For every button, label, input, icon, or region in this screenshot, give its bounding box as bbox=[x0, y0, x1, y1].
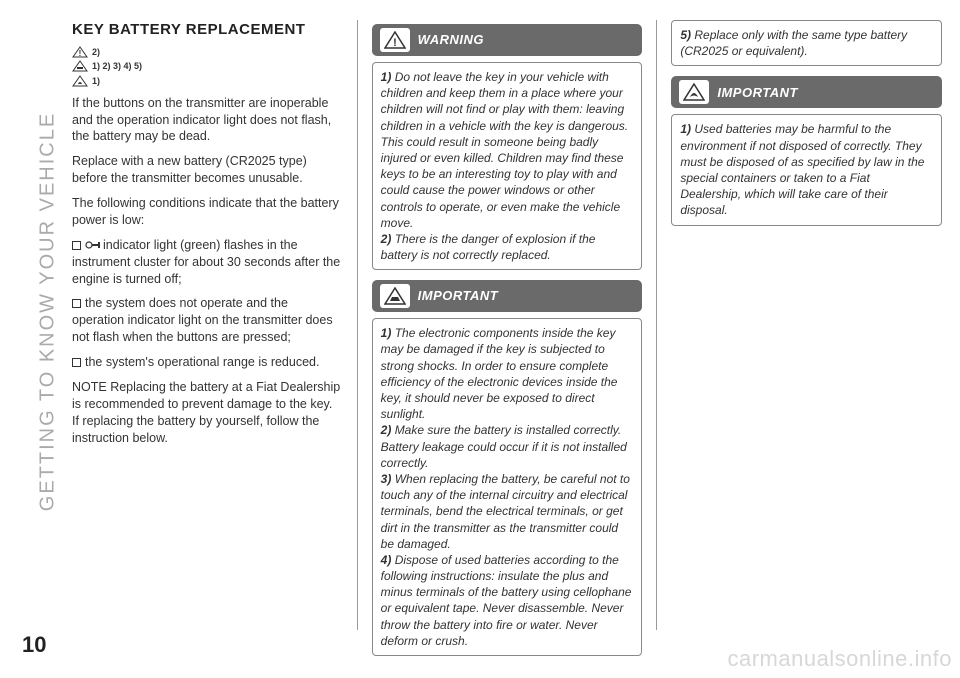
warning-callout-header: ! WARNING bbox=[372, 24, 643, 56]
manual-page: GETTING TO KNOW YOUR VEHICLE 10 KEY BATT… bbox=[0, 0, 960, 678]
page-number: 10 bbox=[22, 632, 46, 658]
warning-text-1: Do not leave the key in your vehicle wit… bbox=[381, 70, 628, 230]
imp-text-2: Make sure the battery is installed corre… bbox=[381, 423, 627, 469]
column-1: KEY BATTERY REPLACEMENT ! 2) 1) 2) 3) 4)… bbox=[72, 20, 343, 640]
leaf-icon bbox=[679, 80, 709, 104]
warning-num-2: 2) bbox=[381, 232, 395, 246]
watermark: carmanualsonline.info bbox=[727, 646, 952, 672]
column-2: ! WARNING 1) Do not leave the key in you… bbox=[372, 20, 643, 640]
ref-warning-text: 2) bbox=[92, 46, 100, 58]
ref-warning-line: ! 2) bbox=[72, 46, 343, 58]
imp-text-4: Dispose of used batteries according to t… bbox=[381, 553, 632, 648]
svg-text:!: ! bbox=[79, 49, 82, 58]
content-columns: KEY BATTERY REPLACEMENT ! 2) 1) 2) 3) 4)… bbox=[72, 20, 942, 640]
warning-text-2: There is the danger of explosion if the … bbox=[381, 232, 596, 262]
bullet-3-text: the system's operational range is reduce… bbox=[85, 355, 319, 369]
env-num-1: 1) bbox=[680, 122, 694, 136]
column-divider bbox=[656, 20, 657, 630]
imp-num-4: 4) bbox=[381, 553, 395, 567]
column-divider bbox=[357, 20, 358, 630]
ref-important-line: 1) 2) 3) 4) 5) bbox=[72, 60, 343, 72]
env-text-1: Used batteries may be harmful to the env… bbox=[680, 122, 924, 217]
warning-num-1: 1) bbox=[381, 70, 395, 84]
warning-icon: ! bbox=[380, 28, 410, 52]
imp-num-5: 5) bbox=[680, 28, 694, 42]
car-triangle-icon bbox=[72, 60, 88, 72]
side-label-text: GETTING TO KNOW YOUR VEHICLE bbox=[37, 112, 60, 512]
env-box: 1) Used batteries may be harmful to the … bbox=[671, 114, 942, 225]
section-side-label: GETTING TO KNOW YOUR VEHICLE bbox=[28, 20, 52, 610]
svg-text:!: ! bbox=[393, 37, 397, 49]
important-box-cont: 5) Replace only with the same type batte… bbox=[671, 20, 942, 66]
para-2: Replace with a new battery (CR2025 type)… bbox=[72, 153, 343, 187]
imp-num-2: 2) bbox=[381, 423, 395, 437]
important-box: 1) The electronic components inside the … bbox=[372, 318, 643, 656]
bullet-1-text: indicator light (green) flashes in the i… bbox=[72, 238, 340, 286]
imp-text-5: Replace only with the same type battery … bbox=[680, 28, 907, 58]
bullet-3: the system's operational range is reduce… bbox=[72, 354, 343, 371]
para-4: NOTE Replacing the battery at a Fiat Dea… bbox=[72, 379, 343, 447]
important-callout-header: IMPORTANT bbox=[372, 280, 643, 312]
ref-important-text: 1) 2) 3) 4) 5) bbox=[92, 60, 142, 72]
warning-label: WARNING bbox=[418, 31, 484, 49]
imp-num-3: 3) bbox=[381, 472, 395, 486]
column-3: 5) Replace only with the same type batte… bbox=[671, 20, 942, 640]
imp-text-1: The electronic components inside the key… bbox=[381, 326, 618, 421]
imp-num-1: 1) bbox=[381, 326, 395, 340]
imp-text-3: When replacing the battery, be careful n… bbox=[381, 472, 630, 551]
warning-box: 1) Do not leave the key in your vehicle … bbox=[372, 62, 643, 270]
bullet-icon bbox=[72, 241, 81, 250]
bullet-2: the system does not operate and the oper… bbox=[72, 295, 343, 346]
ref-env-line: 1) bbox=[72, 75, 343, 87]
para-1: If the buttons on the transmitter are in… bbox=[72, 95, 343, 146]
important-label: IMPORTANT bbox=[418, 287, 499, 305]
bullet-icon bbox=[72, 358, 81, 367]
env-important-label: IMPORTANT bbox=[717, 84, 798, 102]
para-3: The following conditions indicate that t… bbox=[72, 195, 343, 229]
warning-triangle-icon: ! bbox=[72, 46, 88, 58]
leaf-triangle-icon bbox=[72, 75, 88, 87]
car-important-icon bbox=[380, 284, 410, 308]
bullet-1: indicator light (green) flashes in the i… bbox=[72, 237, 343, 288]
bullet-2-text: the system does not operate and the oper… bbox=[72, 296, 333, 344]
bullet-icon bbox=[72, 299, 81, 308]
key-indicator-icon bbox=[85, 239, 103, 251]
section-title: KEY BATTERY REPLACEMENT bbox=[72, 20, 343, 40]
env-callout-header: IMPORTANT bbox=[671, 76, 942, 108]
ref-env-text: 1) bbox=[92, 75, 100, 87]
